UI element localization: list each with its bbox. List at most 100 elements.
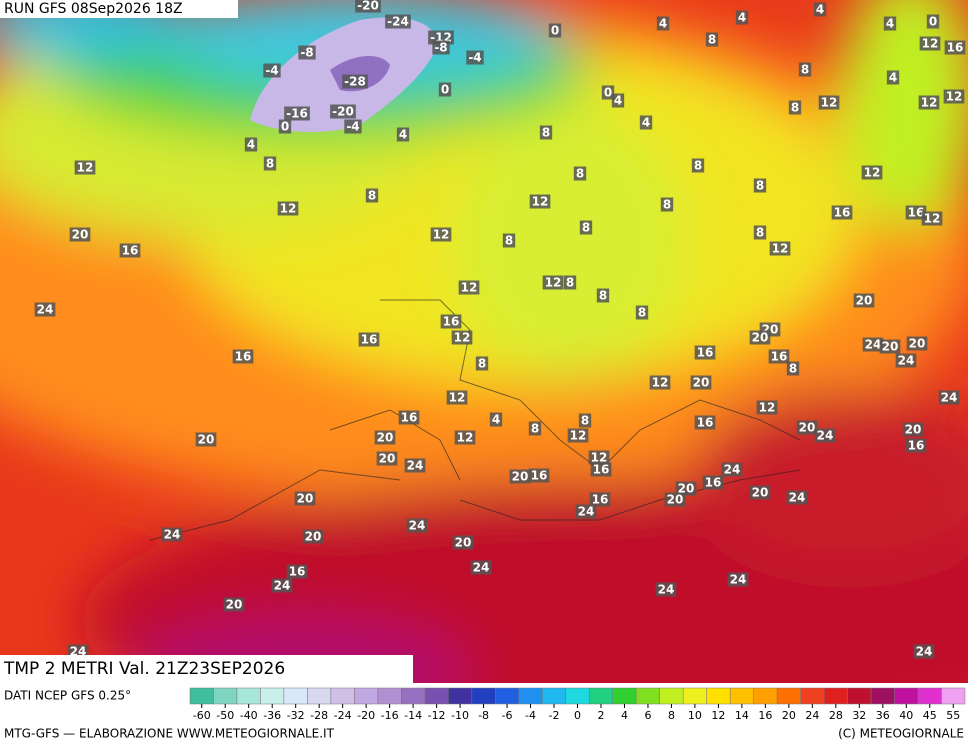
map-label: 4 xyxy=(883,16,897,31)
map-label: 12 xyxy=(277,201,299,216)
map-label-box xyxy=(918,95,940,110)
map-label: -24 xyxy=(385,14,411,29)
map-label: 12 xyxy=(943,89,965,104)
map-label: 0 xyxy=(438,82,452,97)
map-label-text: 4 xyxy=(659,17,667,31)
map-label: 24 xyxy=(895,353,917,368)
map-label: -28 xyxy=(342,74,368,89)
map-label-text: 16 xyxy=(705,476,722,490)
map-label-box xyxy=(798,62,812,77)
map-label-text: 8 xyxy=(599,289,607,303)
map-label: 12 xyxy=(446,390,468,405)
map-label-text: 12 xyxy=(946,90,963,104)
scale-swatch xyxy=(495,687,520,705)
map-label: 16 xyxy=(768,349,790,364)
scale-swatch xyxy=(260,687,285,705)
map-label-box xyxy=(749,485,771,500)
coastlines xyxy=(149,299,801,541)
map-label-box xyxy=(271,578,293,593)
map-label-text: 4 xyxy=(247,138,255,152)
map-label-box xyxy=(542,275,564,290)
map-label: 4 xyxy=(396,127,410,142)
scale-swatch xyxy=(706,687,731,705)
scale-swatch xyxy=(565,687,590,705)
map-label: 12 xyxy=(818,95,840,110)
scale-tick-label: -6 xyxy=(502,709,513,722)
map-label-box xyxy=(470,560,492,575)
map-label-box xyxy=(232,349,254,364)
map-label: 16 xyxy=(702,475,724,490)
scale-swatch xyxy=(870,687,895,705)
scale-tick-label: 12 xyxy=(711,709,725,722)
map-label: 12 xyxy=(756,400,778,415)
map-label-text: 20 xyxy=(226,598,243,612)
map-label-box xyxy=(430,227,452,242)
map-label: 24 xyxy=(470,560,492,575)
map-label-box xyxy=(588,450,610,465)
map-label: 20 xyxy=(69,227,91,242)
map-label-text: 8 xyxy=(266,157,274,171)
map-label-box xyxy=(690,375,712,390)
map-label: 4 xyxy=(813,2,827,17)
map-label: 24 xyxy=(727,572,749,587)
map-label-text: 12 xyxy=(454,331,471,345)
map-label: 24 xyxy=(161,527,183,542)
map-label-text: 8 xyxy=(582,221,590,235)
map-label-text: 24 xyxy=(898,354,915,368)
map-label-box xyxy=(788,100,802,115)
map-label-box xyxy=(853,293,875,308)
scale-tick-label: -40 xyxy=(240,709,258,722)
map-label: 8 xyxy=(798,62,812,77)
scale-tick-label: -36 xyxy=(263,709,281,722)
scale-tick-label: -60 xyxy=(193,709,211,722)
map-label: 4 xyxy=(886,70,900,85)
scale-tick-label: 28 xyxy=(829,709,843,722)
map-label: 12 xyxy=(567,428,589,443)
map-label-box xyxy=(195,432,217,447)
map-label-text: 4 xyxy=(399,128,407,142)
map-label-text: -16 xyxy=(286,107,308,121)
map-label-text: 4 xyxy=(642,116,650,130)
scale-tick-label: 24 xyxy=(805,709,819,722)
map-label: 16 xyxy=(119,243,141,258)
map-label-box xyxy=(861,165,883,180)
map-label: 12 xyxy=(919,36,941,51)
map-label: 12 xyxy=(458,280,480,295)
map-label-box xyxy=(355,0,381,13)
map-label-text: 16 xyxy=(361,333,378,347)
map-label-box xyxy=(374,430,396,445)
map-label: 20 xyxy=(902,422,924,437)
map-label: 20 xyxy=(294,491,316,506)
map-label-box xyxy=(611,93,625,108)
map-label: 24 xyxy=(786,490,808,505)
map-label: 8 xyxy=(539,125,553,140)
map-label-box xyxy=(906,336,928,351)
map-label: 12 xyxy=(454,430,476,445)
map-label-text: 12 xyxy=(280,202,297,216)
map-label-box xyxy=(385,14,411,29)
map-label: 16 xyxy=(440,314,462,329)
map-label-box xyxy=(756,400,778,415)
map-label-box xyxy=(596,288,610,303)
map-label-box xyxy=(862,337,884,352)
map-label: 8 xyxy=(753,178,767,193)
map-label: 4 xyxy=(639,115,653,130)
map-label-text: -4 xyxy=(346,120,359,134)
map-label: -16 xyxy=(284,106,310,121)
map-label: 24 xyxy=(721,462,743,477)
map-label: 20 xyxy=(796,420,818,435)
map-label-box xyxy=(735,10,749,25)
scale-swatch xyxy=(213,687,238,705)
map-label-box xyxy=(573,166,587,181)
map-label-text: 8 xyxy=(791,101,799,115)
map-label-text: 24 xyxy=(865,338,882,352)
map-label: 4 xyxy=(489,412,503,427)
map-label: 20 xyxy=(906,336,928,351)
map-label-text: 24 xyxy=(37,303,54,317)
map-label-box xyxy=(753,225,767,240)
map-label-box xyxy=(902,422,924,437)
map-label-box xyxy=(813,2,827,17)
field-title: TMP 2 METRI Val. 21Z23SEP2026 xyxy=(3,659,285,679)
map-label: 8 xyxy=(365,188,379,203)
map-label: 12 xyxy=(921,211,943,226)
